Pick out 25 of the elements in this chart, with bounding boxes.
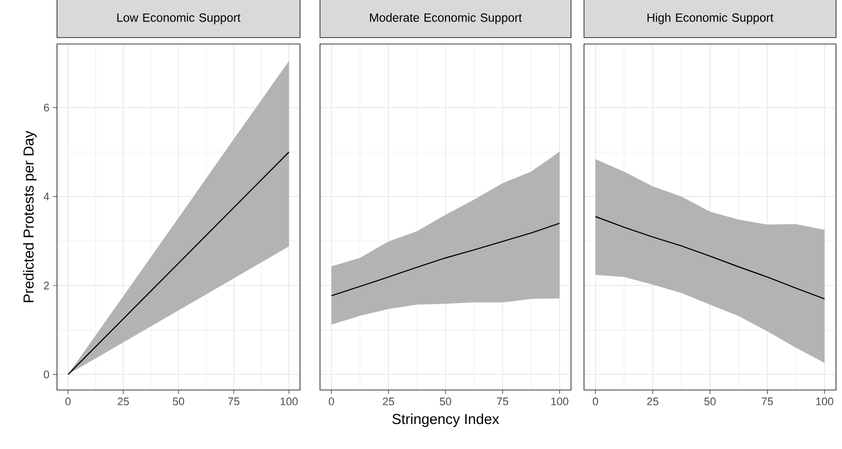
- x-axis-title: Stringency Index: [392, 414, 500, 427]
- x-tick-label: 100: [551, 398, 568, 406]
- y-tick-label: 4: [44, 192, 50, 200]
- x-tick-label: 75: [762, 398, 773, 406]
- line-series: [67, 152, 290, 375]
- x-tick-label: 100: [816, 398, 834, 406]
- x-tick-label: 75: [228, 398, 240, 406]
- x-tick-label: 25: [382, 398, 394, 406]
- x-tick-label: 50: [172, 398, 184, 406]
- chart-title: Low Economic Support: [117, 13, 241, 24]
- chart-title: Moderate Economic Support: [370, 13, 522, 24]
- x-tick-label: 25: [118, 398, 129, 406]
- y-tick-label: 6: [44, 104, 49, 112]
- y-axis-title: Predicted Protests per Day: [23, 130, 37, 302]
- x-tick-label: 25: [647, 398, 658, 406]
- x-tick-label: 100: [280, 398, 298, 406]
- x-tick-label: 50: [440, 398, 452, 406]
- chart-title: High Economic Support: [648, 13, 774, 24]
- x-tick-label: 75: [497, 398, 508, 406]
- x-tick-label: 0: [592, 398, 598, 406]
- y-tick-label: 2: [44, 282, 49, 290]
- x-tick-label: 0: [65, 398, 71, 406]
- y-tick-label: 0: [44, 370, 50, 378]
- x-tick-label: 50: [704, 398, 716, 406]
- x-tick-label: 0: [328, 398, 334, 406]
